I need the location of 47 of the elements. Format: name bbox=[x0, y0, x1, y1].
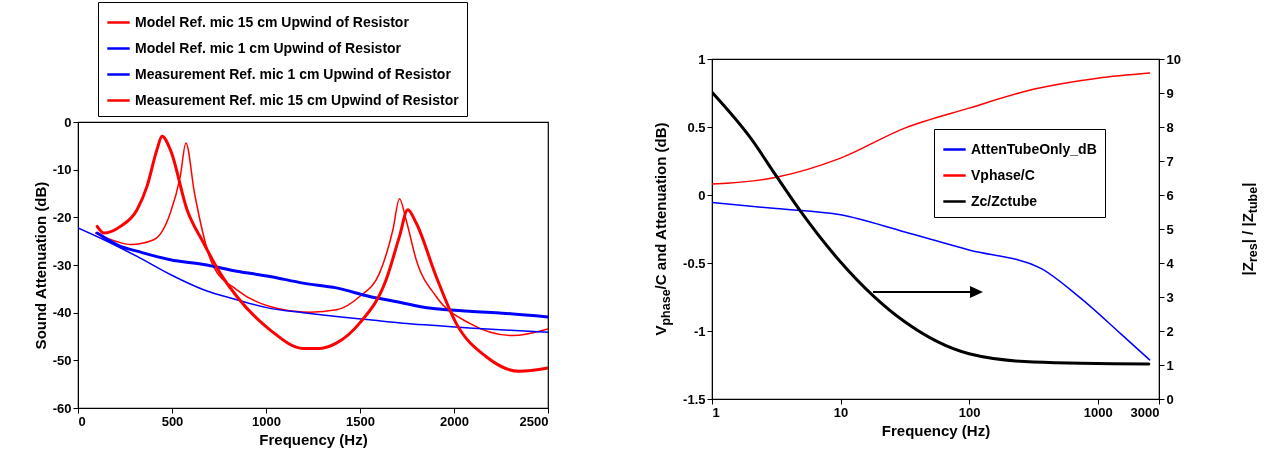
x-tick-label: 3000 bbox=[1130, 404, 1160, 420]
y2-tick-label: 9 bbox=[1166, 85, 1174, 101]
legend-label: Measurement Ref. mic 1 cm Upwind of Resistor bbox=[135, 65, 452, 82]
y2-tick-label: 7 bbox=[1166, 153, 1174, 169]
y-tick-label: -60 bbox=[52, 400, 72, 416]
y2-tick-label: 8 bbox=[1166, 119, 1174, 135]
y-tick-label: 1 bbox=[698, 51, 706, 67]
legend-label: Vphase/C bbox=[971, 166, 1035, 183]
y-tick-label: 0 bbox=[64, 114, 72, 130]
y-tick-label: -30 bbox=[52, 257, 72, 273]
x-axis-title: Frequency (Hz) bbox=[881, 421, 991, 439]
x-tick-label: 2000 bbox=[440, 413, 469, 429]
x-tick-label: 1000 bbox=[252, 413, 281, 429]
x-tick-label: 1500 bbox=[346, 413, 375, 429]
y2-tick-label: 6 bbox=[1166, 187, 1174, 203]
x-tick-label: 100 bbox=[958, 404, 981, 420]
x-tick-label: 1 bbox=[712, 404, 720, 420]
x-tick-label: 10 bbox=[833, 404, 849, 420]
y-axis-title: Sound Attenuation (dB) bbox=[31, 181, 49, 350]
y2-tick-label: 1 bbox=[1166, 357, 1174, 373]
x-tick-label: 1000 bbox=[1083, 404, 1113, 420]
legend-label: Zc/Zctube bbox=[971, 192, 1038, 209]
y-tick-label: 0.5 bbox=[687, 119, 706, 135]
y2-tick-label: 4 bbox=[1166, 255, 1175, 271]
x-tick-label: 0 bbox=[78, 413, 86, 429]
y2-tick-label: 0 bbox=[1166, 391, 1174, 407]
legend-label: Model Ref. mic 15 cm Upwind of Resistor bbox=[135, 13, 410, 30]
legend-label: AttenTubeOnly_dB bbox=[971, 140, 1097, 157]
line-series bbox=[95, 134, 548, 373]
y-tick-label: -0.5 bbox=[683, 255, 706, 271]
x-tick-label: 500 bbox=[161, 413, 184, 429]
y-tick-label: -40 bbox=[52, 305, 72, 321]
y-tick-label: -20 bbox=[52, 209, 72, 225]
line-series bbox=[78, 227, 548, 333]
y2-tick-label: 5 bbox=[1166, 221, 1174, 237]
y-tick-label: -1.5 bbox=[683, 391, 706, 407]
y2-tick-label: 2 bbox=[1166, 323, 1174, 339]
x-axis-title: Frequency (Hz) bbox=[259, 430, 368, 448]
legend-label: Measurement Ref. mic 15 cm Upwind of Resistor bbox=[135, 91, 460, 108]
y2-tick-label: 3 bbox=[1166, 289, 1174, 305]
x-tick-label: 2500 bbox=[519, 413, 549, 429]
legend-label: Model Ref. mic 1 cm Upwind of Resistor bbox=[135, 39, 402, 56]
y-tick-label: -10 bbox=[52, 162, 72, 178]
y2-tick-label: 10 bbox=[1166, 51, 1181, 67]
y-tick-label: -50 bbox=[52, 352, 72, 368]
y-tick-label: 0 bbox=[698, 187, 706, 203]
y-tick-label: -1 bbox=[693, 323, 706, 339]
